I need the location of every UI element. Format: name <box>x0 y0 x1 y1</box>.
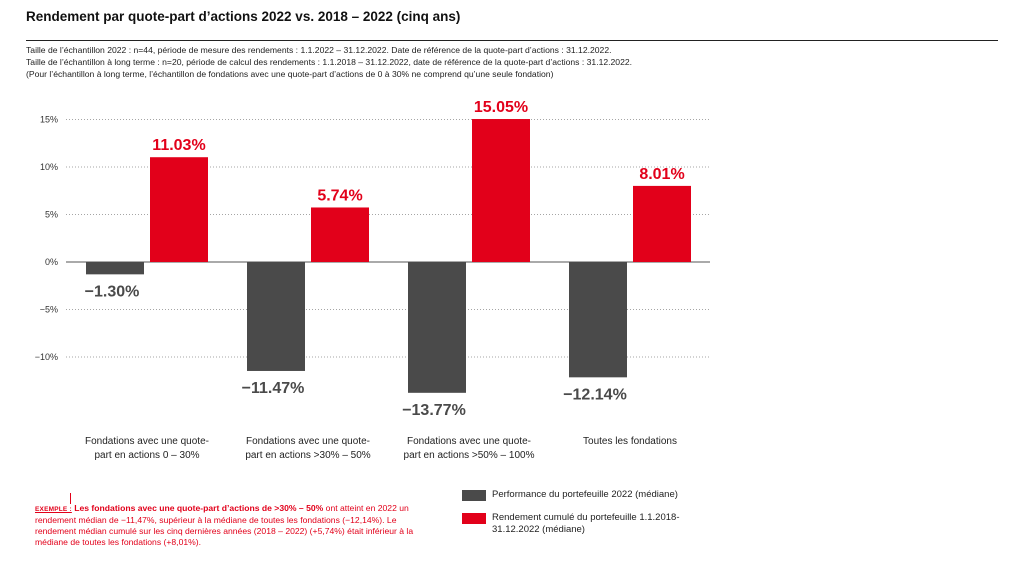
bar-2022 <box>247 262 305 371</box>
legend-swatch-grey <box>462 490 486 501</box>
category-label: Fondations avec une quote- <box>85 436 209 447</box>
bar-2022 <box>408 262 466 393</box>
y-tick-label: 0% <box>45 257 58 267</box>
example-text: EXEMPLE : Les fondations avec une quote-… <box>35 503 420 548</box>
sample-note-2022: Taille de l’échantillon 2022 : n=44, pér… <box>26 45 612 55</box>
y-tick-label: 15% <box>40 115 58 125</box>
example-pointer-line <box>70 493 71 504</box>
bar-chart: 15% 10% 5% 0% −5% −10% −1.30% −11.47% −13.77% −12… <box>35 99 710 461</box>
sample-note-remark: (Pour l’échantillon à long terme, l’écha… <box>26 69 554 79</box>
chart-title: Rendement par quote-part d’actions 2022 … <box>26 9 461 24</box>
category-label: part en actions >30% – 50% <box>245 450 370 461</box>
data-label-cumulative: 5.74% <box>317 187 362 204</box>
y-tick-label: 5% <box>45 210 58 220</box>
sample-note-longterm: Taille de l’échantillon à long terme : n… <box>26 57 633 67</box>
title-divider <box>26 40 998 41</box>
data-label-2022: −1.30% <box>85 283 140 300</box>
data-label-2022: −13.77% <box>402 402 466 419</box>
legend-label-2022: Performance du portefeuille 2022 (médian… <box>492 489 678 500</box>
data-label-cumulative: 11.03% <box>152 137 205 154</box>
data-label-cumulative: 15.05% <box>474 99 528 116</box>
category-label: Fondations avec une quote- <box>407 436 531 447</box>
y-tick-label: −10% <box>35 352 58 362</box>
bar-cumulative <box>150 157 208 262</box>
bar-cumulative <box>311 207 369 262</box>
bar-cumulative <box>633 185 691 262</box>
data-label-2022: −12.14% <box>563 386 627 403</box>
example-body: ont atteint en 2022 un rendement médian … <box>35 503 414 547</box>
data-label-2022: −11.47% <box>242 380 305 397</box>
category-label: Fondations avec une quote- <box>246 436 370 447</box>
bar-cumulative <box>472 119 530 263</box>
example-highlight: Les fondations avec une quote-part d’act… <box>74 503 324 513</box>
legend-label-cumulative: Rendement cumulé du portefeuille 1.1.201… <box>492 512 680 535</box>
data-label-cumulative: 8.01% <box>639 166 684 183</box>
example-tag: EXEMPLE : <box>35 506 72 513</box>
y-tick-label: −5% <box>40 305 58 315</box>
y-tick-label: 10% <box>40 162 58 172</box>
category-label: part en actions >50% – 100% <box>404 450 535 461</box>
category-label: Toutes les fondations <box>583 436 677 447</box>
legend-swatch-red <box>462 513 486 524</box>
bar-2022 <box>569 262 627 378</box>
category-label: part en actions 0 – 30% <box>94 450 199 461</box>
bar-2022 <box>86 262 144 275</box>
